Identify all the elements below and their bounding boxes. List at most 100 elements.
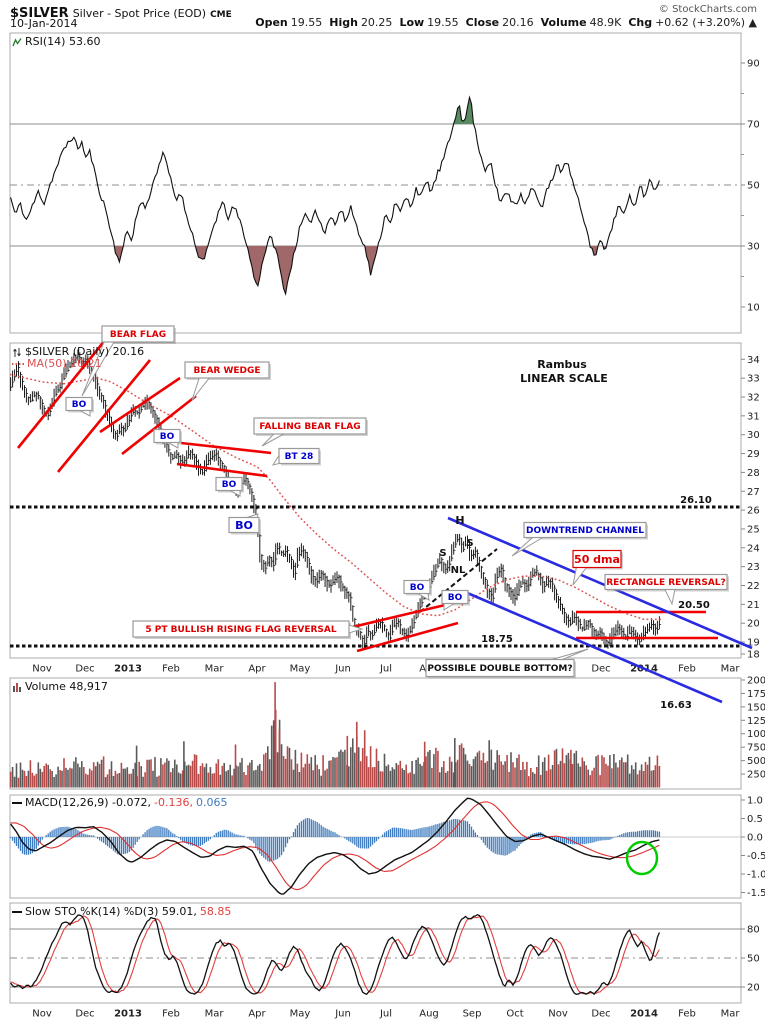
annotation-bear-wedge-line-1 — [99, 376, 181, 434]
price-panel — [9, 342, 742, 659]
rsi-legend-icon — [12, 38, 22, 47]
annotation-bear-flag-line-1 — [16, 333, 112, 449]
month-label-bottom-8: Jul — [379, 1009, 392, 1020]
macd-tick--0.5: -0.5 — [747, 851, 765, 862]
volume-tick-75000: 75000 — [747, 743, 765, 754]
copyright: © StockCharts.com — [658, 4, 757, 15]
annotation-level-20-50: 20.50 — [678, 600, 710, 611]
annotation-neckline — [419, 548, 498, 613]
month-label-mid-7: Jun — [334, 664, 351, 675]
annotation-level-18-75: 18.75 — [481, 634, 513, 645]
quote-label-chg: Chg — [628, 16, 653, 29]
annotation-falling-flag-line-1 — [180, 441, 272, 455]
annotation-fifty-dma: 50 dma — [572, 549, 623, 586]
sto-legend-main: Slow STO %K(14) %D(3) 59.01, — [25, 905, 197, 918]
quote-value-chg: +0.62 (+3.20%) ▲ — [655, 16, 757, 29]
annotation-bear-wedge: BEAR WEDGE — [184, 361, 271, 401]
annotation-author: Rambus — [537, 358, 587, 371]
symbol: $SILVER — [10, 6, 69, 21]
annotation-bo-4: BO — [228, 513, 261, 535]
annotation-bo-6: BO — [441, 589, 470, 611]
month-label-mid-8: Jul — [379, 664, 392, 675]
quote-label-open: Open — [255, 16, 288, 29]
price-tick-28: 28 — [747, 468, 760, 479]
volume-tick-25000: 25000 — [747, 770, 765, 781]
svg-text:RECTANGLE REVERSAL?: RECTANGLE REVERSAL? — [606, 578, 726, 588]
month-label-mid-4: Mar — [205, 664, 225, 675]
annotation-bear-wedge-line-2 — [121, 394, 197, 456]
macd-tick-1.0: 1.0 — [747, 796, 763, 807]
svg-text:BO: BO — [160, 432, 175, 442]
quote-label-close: Close — [465, 16, 500, 29]
month-label-mid-1: Dec — [75, 664, 94, 675]
exchange: CME — [210, 10, 232, 20]
macd-tick-0.5: 0.5 — [747, 814, 763, 825]
month-label-mid-5: Apr — [248, 664, 266, 675]
annotation-hs-left-shoulder: S — [439, 548, 446, 559]
annotation-rising-flag-line-1 — [343, 599, 463, 631]
quote-value-volume: 48.9K — [589, 16, 622, 29]
svg-text:BT 28: BT 28 — [285, 452, 314, 462]
sto-k-line — [10, 913, 660, 996]
svg-text:POSSIBLE DOUBLE BOTTOM?: POSSIBLE DOUBLE BOTTOM? — [427, 664, 572, 674]
annotation-downtrend-channel-upper — [447, 516, 753, 650]
macd-legend-hist: 0.065 — [195, 796, 228, 809]
quote-value-open: 19.55 — [290, 16, 323, 29]
price-tick-26: 26 — [747, 506, 760, 517]
annotation-falling-flag-line-2 — [176, 462, 268, 478]
updown-arrows-icon — [13, 347, 21, 357]
rsi-tick-70: 70 — [747, 120, 760, 131]
rsi-legend: RSI(14) 53.60 — [12, 36, 100, 48]
price-close-ticks — [10, 355, 662, 644]
annotation-bear-flag: BEAR FLAG — [81, 325, 176, 397]
annotation-macd-highlight-circle — [625, 840, 659, 876]
annotation-downtrend-channel-lower — [464, 590, 723, 704]
annotation-possible-double-bottom: POSSIBLE DOUBLE BOTTOM? — [425, 648, 589, 679]
price-tick-23: 23 — [747, 562, 760, 573]
month-label-bottom-3: Feb — [162, 1009, 180, 1020]
symbol-description: Silver - Spot Price (EOD) — [72, 7, 207, 20]
month-label-bottom-1: Dec — [75, 1009, 94, 1020]
month-label-bottom-0: Nov — [32, 1009, 52, 1020]
macd-tick-0.0: 0.0 — [747, 833, 763, 844]
svg-text:BO: BO — [448, 593, 463, 603]
price-tick-31: 31 — [747, 411, 760, 422]
sto-legend-d: 58.85 — [199, 905, 232, 918]
svg-text:DOWNTREND CHANNEL: DOWNTREND CHANNEL — [526, 526, 644, 536]
month-label-bottom-4: Mar — [205, 1009, 225, 1020]
price-tick-22: 22 — [747, 581, 760, 592]
quote-bar: Open 19.55 High 20.25 Low 19.55 Close 20.16 Volu… — [248, 16, 757, 29]
macd-signal-line — [10, 801, 660, 891]
svg-text:50 dma: 50 dma — [574, 553, 620, 566]
line-icon — [12, 802, 22, 804]
svg-text:BO: BO — [235, 519, 253, 532]
annotation-bo-3: BO — [215, 476, 244, 497]
volume-legend: Volume 48,917 — [12, 681, 108, 693]
rsi-tick-50: 50 — [747, 181, 760, 192]
volume-tick-100K: 100K — [747, 729, 765, 740]
month-label-mid-3: Feb — [162, 664, 180, 675]
volume-legend-text: Volume 48,917 — [25, 680, 108, 693]
macd-legend-signal: -0.136, — [154, 796, 193, 809]
month-label-mid-13: Dec — [591, 664, 610, 675]
quote-label-high: High — [329, 16, 358, 29]
macd-histogram — [9, 818, 661, 862]
month-label-bottom-7: Jun — [334, 1009, 351, 1020]
svg-text:BO: BO — [222, 480, 237, 490]
annotation-bo-1: BO — [65, 396, 94, 417]
rsi-panel — [9, 32, 742, 334]
rsi-oversold-fill — [273, 246, 297, 294]
annotation-downtrend-channel: DOWNTREND CHANNEL — [511, 521, 648, 557]
price-tick-34: 34 — [747, 355, 760, 366]
month-label-bottom-2: 2013 — [114, 1009, 142, 1020]
month-label-bottom-10: Sep — [463, 1009, 482, 1020]
annotation-scale-note: LINEAR SCALE — [520, 372, 608, 385]
volume-bars-icon — [13, 683, 21, 692]
month-label-bottom-16: Mar — [721, 1009, 741, 1020]
price-tick-25: 25 — [747, 524, 760, 535]
month-label-mid-15: Feb — [678, 664, 696, 675]
month-label-bottom-9: Aug — [419, 1009, 439, 1020]
rsi-oversold-fill — [246, 246, 267, 286]
price-tick-30: 30 — [747, 430, 760, 441]
annotation-hs-head: H — [455, 514, 464, 527]
